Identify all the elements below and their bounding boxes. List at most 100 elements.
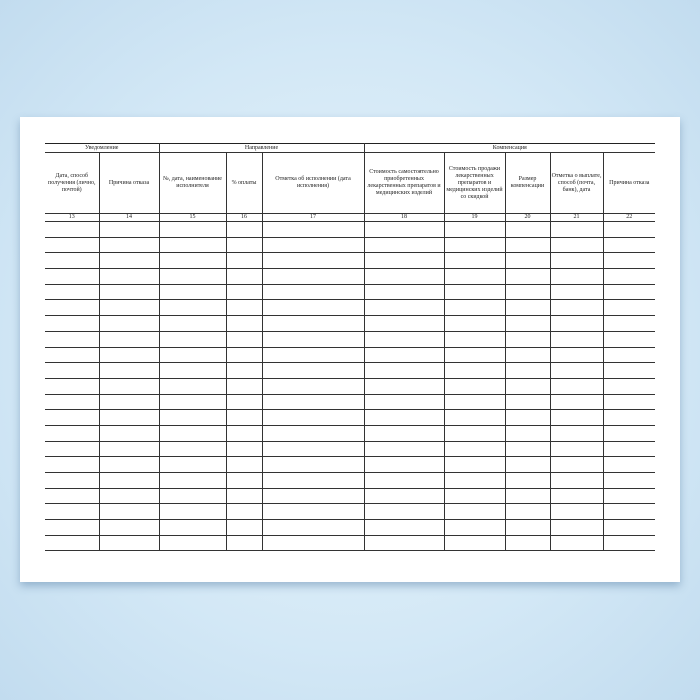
table-cell[interactable] — [443, 424, 506, 442]
table-cell[interactable] — [261, 534, 365, 552]
table-cell[interactable] — [504, 393, 551, 411]
table-cell[interactable] — [98, 299, 160, 317]
table-cell[interactable] — [98, 440, 160, 458]
table-cell[interactable] — [549, 409, 604, 426]
table-cell[interactable] — [602, 456, 656, 473]
table-cell[interactable] — [443, 268, 506, 285]
table-cell[interactable] — [549, 440, 604, 458]
table-cell[interactable] — [158, 424, 227, 442]
table-cell[interactable] — [504, 299, 551, 317]
table-cell[interactable] — [45, 424, 100, 442]
table-cell[interactable] — [158, 299, 227, 317]
table-cell[interactable] — [443, 393, 506, 411]
table-cell[interactable] — [549, 503, 604, 521]
table-cell[interactable] — [158, 362, 227, 379]
table-cell[interactable] — [261, 221, 365, 238]
table-cell[interactable] — [98, 424, 160, 442]
table-cell[interactable] — [158, 330, 227, 348]
table-cell[interactable] — [602, 346, 656, 364]
table-cell[interactable] — [261, 424, 365, 442]
table-cell[interactable] — [45, 534, 100, 552]
table-cell[interactable] — [549, 236, 604, 254]
table-cell[interactable] — [225, 236, 263, 254]
table-cell[interactable] — [504, 268, 551, 285]
table-cell[interactable] — [261, 409, 365, 426]
table-cell[interactable] — [549, 362, 604, 379]
table-cell[interactable] — [443, 346, 506, 364]
table-cell[interactable] — [45, 456, 100, 473]
table-cell[interactable] — [98, 393, 160, 411]
table-cell[interactable] — [261, 487, 365, 505]
table-cell[interactable] — [602, 503, 656, 521]
table-cell[interactable] — [158, 519, 227, 536]
table-cell[interactable] — [443, 315, 506, 332]
table-cell[interactable] — [45, 409, 100, 426]
table-cell[interactable] — [504, 424, 551, 442]
table-cell[interactable] — [225, 456, 263, 473]
table-cell[interactable] — [443, 221, 506, 238]
table-cell[interactable] — [549, 346, 604, 364]
table-cell[interactable] — [261, 472, 365, 489]
table-cell[interactable] — [45, 472, 100, 489]
table-cell[interactable] — [225, 409, 263, 426]
table-cell[interactable] — [363, 268, 445, 285]
table-cell[interactable] — [443, 377, 506, 395]
table-cell[interactable] — [549, 534, 604, 552]
table-cell[interactable] — [504, 487, 551, 505]
table-cell[interactable] — [363, 440, 445, 458]
table-cell[interactable] — [443, 440, 506, 458]
table-cell[interactable] — [363, 393, 445, 411]
table-cell[interactable] — [443, 252, 506, 270]
table-cell[interactable] — [98, 236, 160, 254]
table-cell[interactable] — [504, 236, 551, 254]
table-cell[interactable] — [363, 315, 445, 332]
table-cell[interactable] — [363, 236, 445, 254]
table-cell[interactable] — [225, 519, 263, 536]
table-cell[interactable] — [98, 456, 160, 473]
table-cell[interactable] — [261, 519, 365, 536]
table-cell[interactable] — [363, 424, 445, 442]
table-cell[interactable] — [504, 472, 551, 489]
table-cell[interactable] — [98, 252, 160, 270]
table-cell[interactable] — [261, 377, 365, 395]
table-cell[interactable] — [98, 362, 160, 379]
table-cell[interactable] — [504, 330, 551, 348]
table-cell[interactable] — [363, 346, 445, 364]
table-cell[interactable] — [158, 534, 227, 552]
table-cell[interactable] — [158, 268, 227, 285]
table-cell[interactable] — [261, 268, 365, 285]
table-cell[interactable] — [504, 409, 551, 426]
table-cell[interactable] — [98, 487, 160, 505]
table-cell[interactable] — [261, 440, 365, 458]
table-cell[interactable] — [602, 268, 656, 285]
table-cell[interactable] — [602, 409, 656, 426]
table-cell[interactable] — [363, 221, 445, 238]
table-cell[interactable] — [158, 409, 227, 426]
table-cell[interactable] — [549, 299, 604, 317]
table-cell[interactable] — [504, 534, 551, 552]
table-cell[interactable] — [504, 362, 551, 379]
table-cell[interactable] — [45, 283, 100, 301]
table-cell[interactable] — [504, 252, 551, 270]
table-cell[interactable] — [98, 519, 160, 536]
table-cell[interactable] — [45, 440, 100, 458]
table-cell[interactable] — [261, 456, 365, 473]
table-cell[interactable] — [225, 315, 263, 332]
table-cell[interactable] — [225, 330, 263, 348]
table-cell[interactable] — [363, 534, 445, 552]
table-cell[interactable] — [504, 283, 551, 301]
table-cell[interactable] — [98, 409, 160, 426]
table-cell[interactable] — [158, 315, 227, 332]
table-cell[interactable] — [602, 252, 656, 270]
table-cell[interactable] — [549, 487, 604, 505]
table-cell[interactable] — [602, 487, 656, 505]
table-cell[interactable] — [363, 377, 445, 395]
table-cell[interactable] — [261, 346, 365, 364]
table-cell[interactable] — [225, 424, 263, 442]
table-cell[interactable] — [363, 283, 445, 301]
table-cell[interactable] — [602, 221, 656, 238]
table-cell[interactable] — [225, 362, 263, 379]
table-cell[interactable] — [158, 252, 227, 270]
table-cell[interactable] — [45, 503, 100, 521]
table-cell[interactable] — [549, 377, 604, 395]
